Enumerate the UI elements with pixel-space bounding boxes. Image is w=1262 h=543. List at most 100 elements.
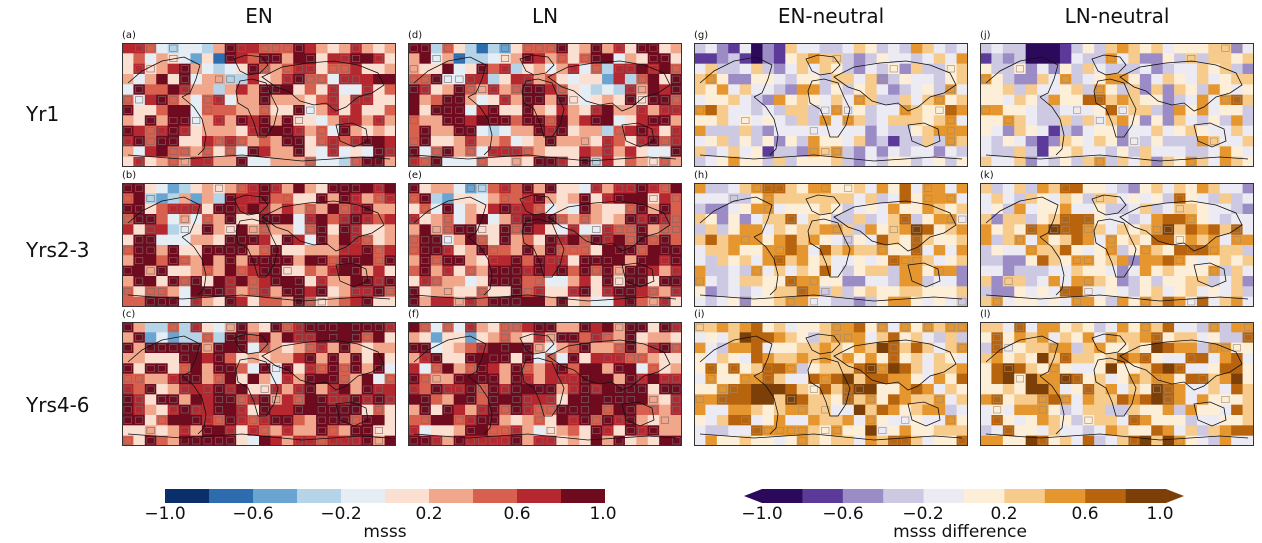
grid-cell xyxy=(213,276,226,287)
significance-marker xyxy=(1073,257,1082,264)
significance-marker xyxy=(294,334,303,341)
significance-marker xyxy=(546,385,555,393)
grid-cell xyxy=(933,43,946,54)
grid-cell xyxy=(350,265,363,277)
significance-marker xyxy=(306,75,315,83)
significance-marker xyxy=(821,427,830,434)
significance-marker xyxy=(146,44,155,52)
coastline xyxy=(621,401,655,427)
grid-cell xyxy=(762,255,775,267)
grid-cell xyxy=(819,415,832,426)
grid-cell xyxy=(281,136,294,147)
grid-cell xyxy=(636,146,649,158)
grid-cell xyxy=(1037,63,1049,75)
grid-cell xyxy=(419,363,432,375)
grid-cell xyxy=(945,203,957,215)
grid-cell xyxy=(590,214,603,225)
significance-marker xyxy=(478,288,487,295)
significance-marker xyxy=(226,416,235,424)
grid-cell xyxy=(190,115,203,127)
grid-cell xyxy=(602,224,614,236)
significance-marker xyxy=(638,385,647,393)
grid-cell xyxy=(522,286,534,298)
colorbar-segment xyxy=(341,489,386,503)
grid-cell xyxy=(144,342,157,354)
grid-cell xyxy=(796,353,809,364)
significance-marker xyxy=(729,365,738,372)
coastline xyxy=(1039,375,1065,435)
grid-cell xyxy=(361,322,374,333)
grid-cell xyxy=(1174,74,1186,85)
grid-cell xyxy=(796,384,809,395)
grid-cell xyxy=(510,193,523,205)
grid-cell xyxy=(384,74,396,85)
grid-cell xyxy=(1082,136,1095,147)
coastline xyxy=(621,122,655,148)
grid-cell xyxy=(865,115,878,127)
grid-cell xyxy=(1185,115,1198,127)
significance-marker xyxy=(157,344,166,352)
grid-cell xyxy=(956,435,968,446)
grid-cell xyxy=(751,84,763,96)
grid-cell xyxy=(430,53,443,65)
grid-cell xyxy=(236,342,248,354)
significance-marker xyxy=(729,195,738,202)
grid-cell xyxy=(1208,255,1221,267)
significance-marker xyxy=(660,226,669,233)
grid-cell xyxy=(876,84,889,96)
grid-cell xyxy=(980,245,992,256)
significance-marker xyxy=(374,427,383,434)
grid-cell xyxy=(465,255,477,267)
grid-cell xyxy=(922,125,935,137)
grid-cell xyxy=(476,203,489,215)
grid-cell xyxy=(1242,224,1254,236)
significance-marker xyxy=(638,246,647,254)
grid-cell xyxy=(373,384,385,395)
column-title-en: EN xyxy=(245,4,273,28)
grid-cell xyxy=(499,435,512,446)
grid-cell xyxy=(762,53,775,65)
grid-cell xyxy=(773,265,786,277)
coastline xyxy=(699,154,963,162)
significance-marker xyxy=(729,385,738,393)
significance-marker xyxy=(626,406,635,414)
significance-marker xyxy=(180,205,189,213)
grid-cell xyxy=(1208,84,1221,96)
grid-cell xyxy=(1185,276,1198,287)
significance-marker xyxy=(672,344,681,352)
significance-marker xyxy=(592,184,601,192)
coastline xyxy=(335,262,369,288)
grid-cell xyxy=(842,183,855,194)
grid-cell xyxy=(1242,203,1254,215)
significance-marker xyxy=(123,215,132,223)
significance-marker xyxy=(638,106,647,114)
grid-cell xyxy=(179,43,191,54)
grid-cell xyxy=(1037,353,1049,364)
grid-cell xyxy=(522,43,534,54)
row-label-yrs2-3: Yrs2-3 xyxy=(26,238,90,262)
grid-cell xyxy=(1231,136,1243,147)
grid-cell xyxy=(945,156,957,167)
grid-cell xyxy=(133,193,146,205)
grid-cell xyxy=(1025,425,1038,437)
grid-cell xyxy=(567,74,580,85)
grid-cell xyxy=(796,435,809,446)
grid-cell xyxy=(865,193,878,205)
grid-cell xyxy=(888,63,900,75)
grid-cell xyxy=(465,404,477,416)
significance-marker xyxy=(741,416,750,424)
significance-marker xyxy=(135,184,144,192)
grid-cell xyxy=(1242,94,1254,106)
grid-cell xyxy=(613,115,626,127)
grid-cell xyxy=(1082,156,1095,167)
significance-marker xyxy=(157,288,166,295)
grid-cell xyxy=(1231,63,1243,75)
significance-marker xyxy=(409,137,418,145)
grid-cell xyxy=(1151,255,1164,267)
grid-cell xyxy=(808,373,820,385)
grid-cell xyxy=(716,322,729,333)
significance-marker xyxy=(215,344,224,352)
grid-cell xyxy=(980,115,992,127)
significance-marker xyxy=(523,55,532,62)
significance-marker xyxy=(501,65,510,73)
